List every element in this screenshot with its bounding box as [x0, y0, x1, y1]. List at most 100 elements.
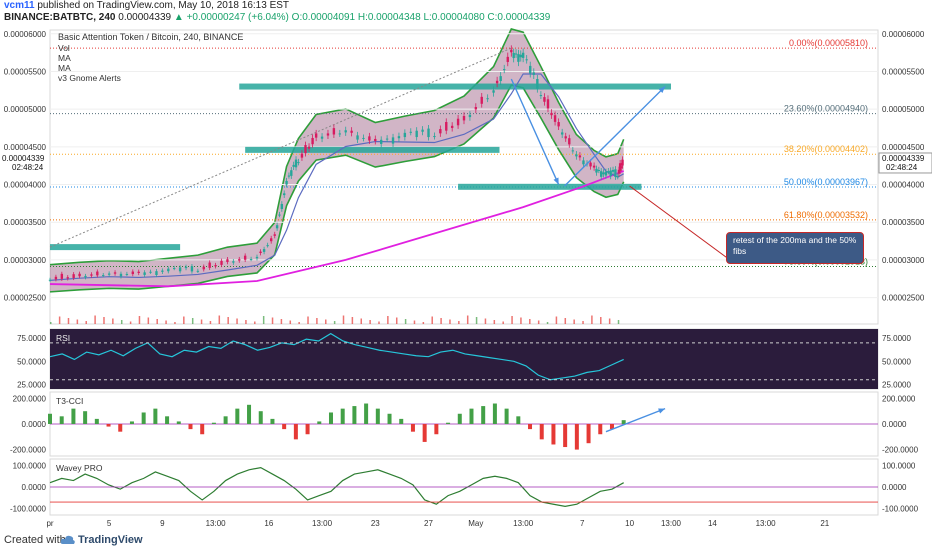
candle-body [550, 112, 553, 116]
cci-tick-right: 0.0000 [882, 420, 907, 429]
volume-bar [280, 319, 283, 324]
cci-bar [293, 424, 298, 440]
volume-bar [484, 318, 487, 324]
price-tick-left: 0.00005500 [4, 67, 47, 76]
fib-level-label: 50.00%(0.00003967) [784, 177, 868, 187]
volume-bar [369, 320, 371, 324]
volume-bar [156, 319, 158, 324]
candle-body [512, 52, 515, 59]
candle-body [620, 166, 623, 169]
created-with-label: Created with [4, 534, 66, 546]
volume-bar [174, 322, 176, 324]
cci-bar [153, 408, 158, 424]
volume-bar [333, 321, 336, 324]
candle-body [616, 176, 619, 178]
cci-bar [399, 418, 404, 424]
candle-body [503, 69, 506, 71]
candle-body [604, 171, 608, 176]
candle-body [84, 275, 87, 278]
volume-bar [120, 320, 123, 324]
cci-bar [539, 424, 544, 440]
volume-bar [67, 318, 70, 324]
candle-body [409, 131, 412, 133]
candle-body [356, 135, 359, 140]
candle-body [314, 133, 318, 138]
cci-bar [516, 416, 521, 424]
x-tick-label: 5 [107, 519, 112, 528]
candle-body [149, 271, 152, 273]
volume-bar [129, 321, 132, 324]
candle-body [72, 274, 75, 278]
candle-body [571, 150, 575, 152]
ma200-line [49, 170, 625, 288]
bollinger-upper-band [49, 28, 625, 266]
x-tick-label: May [468, 519, 483, 528]
cci-bar [621, 420, 626, 424]
cci-bar [434, 424, 439, 435]
candle-body [269, 238, 273, 242]
candle-body [280, 203, 284, 210]
candle-body [238, 259, 241, 261]
candle-body [326, 133, 330, 136]
cci-bar [551, 424, 556, 445]
candle-body [273, 234, 276, 236]
candle-body [578, 155, 582, 158]
candle-body [184, 266, 188, 269]
publish-line: vcm11 published on TradingView.com, May … [4, 0, 289, 12]
volume-bar [546, 322, 549, 324]
price-tick-right: 0.00006000 [882, 30, 925, 39]
volume-bar [218, 315, 221, 324]
candle-body [202, 266, 205, 270]
candle-body [243, 255, 247, 260]
cci-bar [598, 424, 603, 435]
x-tick-label: 13:00 [206, 519, 227, 528]
candle-body [468, 114, 472, 118]
fib-level-label: 0.00%(0.00005810) [789, 38, 868, 48]
candle-body [196, 270, 200, 272]
volume-bar [608, 318, 611, 324]
candle-body [427, 128, 430, 138]
cci-bar [106, 424, 111, 427]
cci-bar [387, 413, 392, 424]
candle-body [415, 130, 418, 138]
close-value: C:0.00004339 [487, 12, 551, 23]
last-price-left-label: 0.00004339 [2, 154, 45, 163]
volume-bar [449, 319, 451, 324]
cci-bar [481, 406, 486, 424]
cci-bar [528, 424, 533, 430]
candle-body [589, 162, 592, 167]
candle-body [304, 145, 307, 154]
candle-body [597, 169, 601, 171]
candle-body [532, 72, 535, 75]
candle-body [397, 136, 401, 139]
candle-body [495, 80, 499, 84]
candle-body [338, 133, 341, 135]
candle-body [368, 136, 371, 141]
volume-bar [227, 317, 229, 324]
candle-body [391, 137, 395, 144]
brand-label[interactable]: TradingView [78, 534, 143, 546]
cci-bar [317, 421, 322, 424]
volume-bar [475, 317, 478, 324]
author-name[interactable]: vcm11 [4, 0, 35, 11]
cci-bar [71, 408, 76, 424]
candle-body [344, 130, 347, 133]
rsi-line [49, 332, 624, 381]
x-tick-label: 13:00 [661, 519, 682, 528]
candle-body [278, 214, 281, 216]
volume-bar [493, 320, 496, 324]
x-tick-label: 21 [820, 519, 829, 528]
x-tick-label: 13:00 [513, 519, 534, 528]
price-tick-left: 0.00003500 [4, 218, 47, 227]
cci-tick-right: 200.0000 [882, 394, 916, 403]
candle-body [137, 271, 140, 273]
price-tick-right: 0.00003500 [882, 218, 925, 227]
candle-body [480, 96, 483, 104]
x-tick-label: 27 [424, 519, 433, 528]
candle-body [456, 118, 460, 126]
candle-body [529, 65, 532, 74]
chart-canvas[interactable]: 0.00006000 0.00006000 0.00005500 0.00005500… [0, 24, 932, 530]
x-tick-label: pr [46, 519, 53, 528]
cci-bar [247, 404, 252, 424]
volume-bar [413, 320, 416, 324]
